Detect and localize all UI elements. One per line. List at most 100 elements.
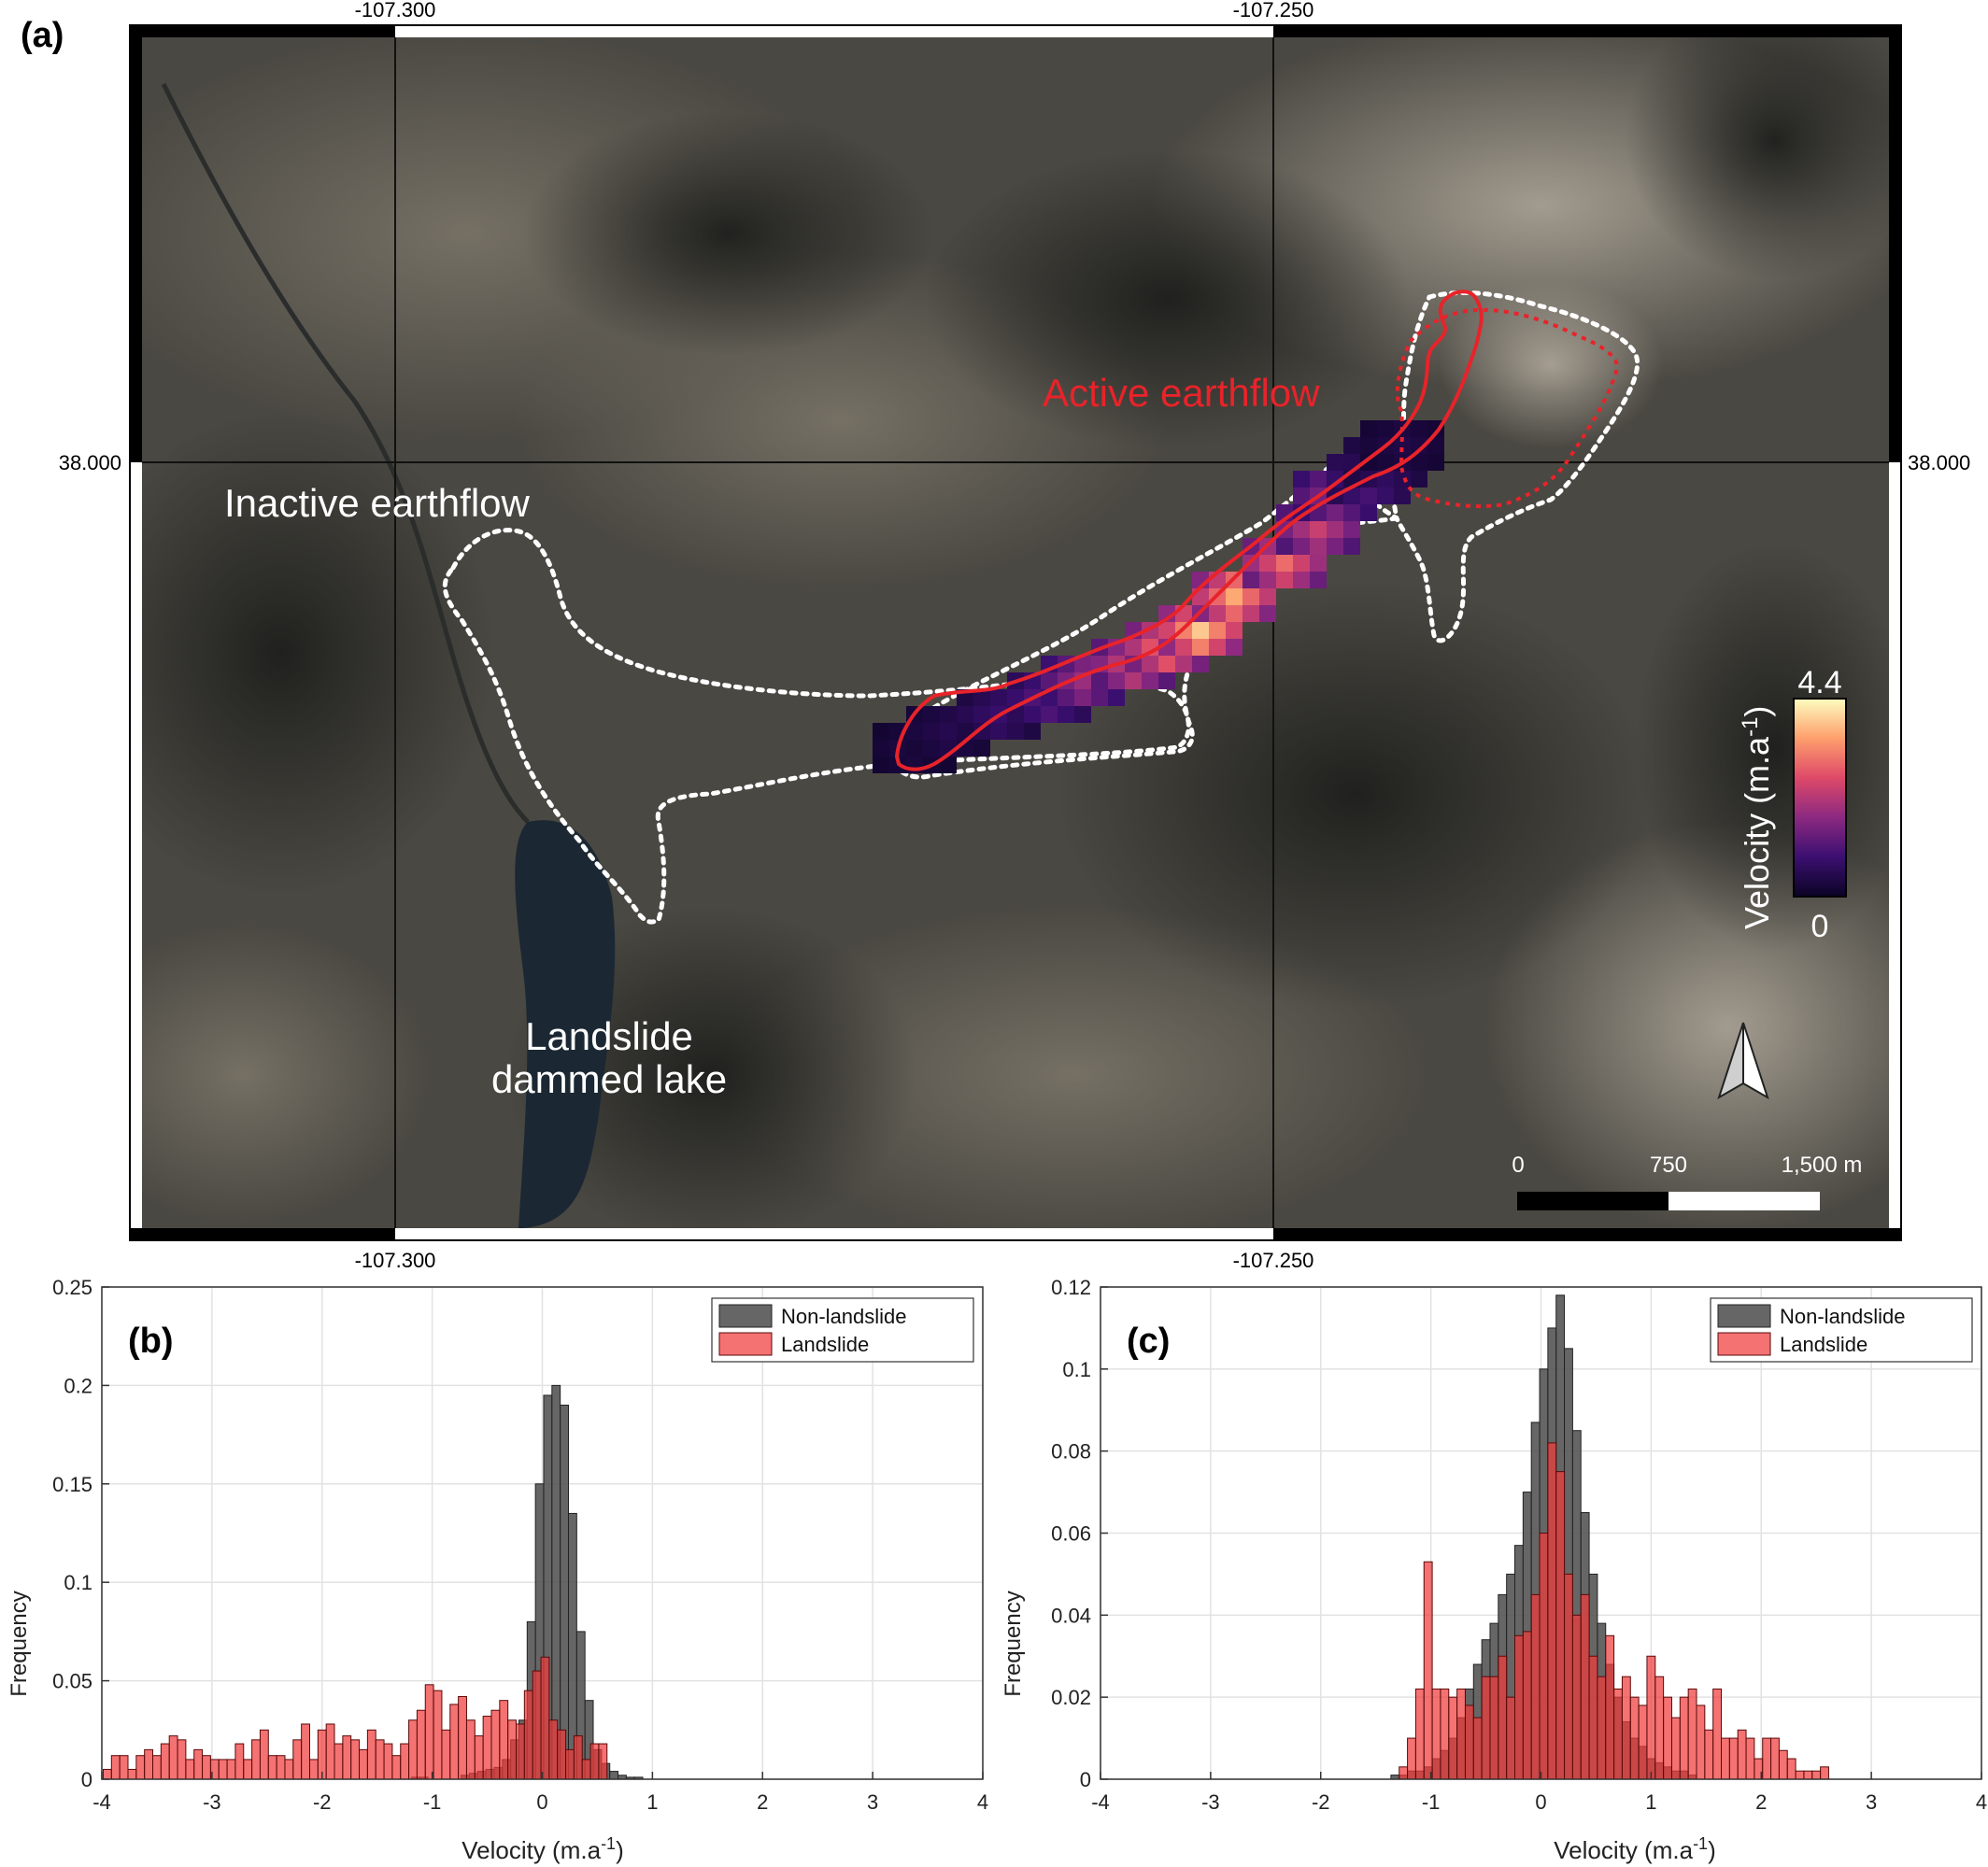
bar-landslide [581, 1759, 591, 1780]
y-tick-label: 0.1 [1062, 1358, 1091, 1381]
bar-landslide [465, 1719, 476, 1780]
bar-landslide [1737, 1729, 1747, 1780]
xlabel-b: Velocity (m.a-1) [462, 1834, 624, 1864]
bar-landslide [523, 1690, 533, 1780]
bar-landslide [350, 1739, 361, 1780]
legend-label: Landslide [781, 1333, 869, 1356]
bar-landslide [1605, 1634, 1615, 1780]
bar-landslide [474, 1735, 484, 1780]
x-tick-label: -4 [92, 1790, 111, 1814]
legend-swatch [1717, 1304, 1771, 1328]
bar-landslide [1440, 1688, 1450, 1780]
velocity-pixel [923, 723, 940, 740]
velocity-pixel [1125, 639, 1142, 656]
velocity-pixel [1074, 706, 1091, 723]
velocity-pixel [990, 689, 1007, 706]
velocity-pixel [1108, 672, 1125, 689]
map-frame-bottom-white [395, 1228, 1273, 1239]
x-tick-label: -2 [313, 1790, 332, 1814]
bar-landslide [1414, 1688, 1425, 1780]
y-tick-label: 0 [81, 1768, 92, 1791]
velocity-pixel [1276, 555, 1293, 572]
velocity-pixel [1343, 538, 1360, 555]
velocity-pixel [906, 740, 923, 757]
bar-landslide [1696, 1704, 1706, 1780]
panel-a-label: (a) [21, 16, 64, 55]
lat-tick-right: 38.000 [1908, 451, 1970, 474]
bar-landslide [177, 1739, 187, 1780]
bar-landslide [573, 1735, 583, 1780]
velocity-pixel [1209, 639, 1226, 656]
velocity-pixel [1360, 454, 1377, 471]
bar-landslide [598, 1743, 608, 1780]
bar-landslide [226, 1759, 236, 1780]
velocity-pixel [873, 723, 889, 740]
velocity-pixel [1411, 420, 1427, 437]
lat-tick-left: 38.000 [59, 451, 121, 474]
bar-landslide [1506, 1696, 1516, 1780]
velocity-pixel [1276, 572, 1293, 588]
bar-landslide [1522, 1631, 1532, 1780]
scalebar-black [1517, 1192, 1668, 1210]
x-tick-label: -1 [1422, 1790, 1441, 1814]
bar-landslide [1803, 1770, 1813, 1780]
bar-landslide [391, 1755, 402, 1780]
bar-landslide [251, 1739, 261, 1780]
bar-landslide [301, 1723, 310, 1780]
x-tick-label: 3 [867, 1790, 878, 1814]
legend-swatch [718, 1332, 773, 1356]
velocity-pixel [973, 740, 990, 757]
bar-landslide [1399, 1766, 1409, 1780]
bar-landslide [548, 1719, 559, 1780]
bar-landslide [1481, 1676, 1491, 1780]
legend-swatch [718, 1304, 773, 1328]
velocity-pixel [1175, 656, 1192, 672]
y-tick-label: 0.2 [64, 1374, 92, 1397]
velocity-pixel [906, 723, 923, 740]
velocity-pixel [1427, 454, 1444, 471]
ylabel-c: Frequency [1001, 1591, 1026, 1696]
velocity-pixel [1226, 605, 1242, 622]
x-tick-label: 2 [757, 1790, 768, 1814]
y-tick-label: 0.12 [1051, 1276, 1091, 1299]
velocity-pixel [1074, 689, 1091, 706]
bar-landslide [185, 1759, 195, 1780]
bar-landslide [408, 1719, 418, 1780]
velocity-pixel [1360, 437, 1377, 454]
bar-landslide [267, 1755, 277, 1780]
velocity-pixel [1192, 622, 1209, 639]
bar-landslide [441, 1729, 451, 1780]
bar-landslide [160, 1743, 170, 1780]
velocity-pixel [1192, 639, 1209, 656]
lon-tick-top-2: -107.250 [1233, 0, 1314, 21]
bar-landslide [366, 1729, 376, 1780]
bar-landslide [193, 1748, 204, 1780]
velocity-pixel [1226, 639, 1242, 656]
panel-label: (b) [128, 1322, 174, 1361]
bar-landslide [1597, 1676, 1607, 1780]
legend-label: Non-landslide [1780, 1305, 1906, 1328]
velocity-pixel [1259, 605, 1276, 622]
x-tick-label: 0 [536, 1790, 547, 1814]
panel-label: (c) [1127, 1322, 1170, 1361]
velocity-pixel [940, 757, 957, 773]
x-tick-label: 2 [1755, 1790, 1767, 1814]
bar-landslide [1456, 1688, 1466, 1780]
velocity-pixel [1310, 572, 1327, 588]
velocity-pixel [1343, 488, 1360, 504]
bar-landslide [532, 1670, 542, 1780]
bar-landslide [110, 1755, 121, 1780]
bar-non-landslide [560, 1404, 569, 1780]
y-tick-label: 0.1 [64, 1571, 92, 1594]
scalebar-label-0: 0 [1512, 1153, 1524, 1178]
colorbar-title: Velocity (m.a-1) [1738, 706, 1776, 929]
velocity-pixel [1343, 504, 1360, 521]
bar-landslide [1564, 1573, 1573, 1780]
y-tick-label: 0 [1080, 1768, 1091, 1791]
bar-landslide [1629, 1696, 1640, 1780]
x-tick-label: 4 [977, 1790, 988, 1814]
bar-landslide [1431, 1688, 1441, 1780]
bar-landslide [1547, 1442, 1557, 1780]
bar-landslide [516, 1723, 525, 1780]
